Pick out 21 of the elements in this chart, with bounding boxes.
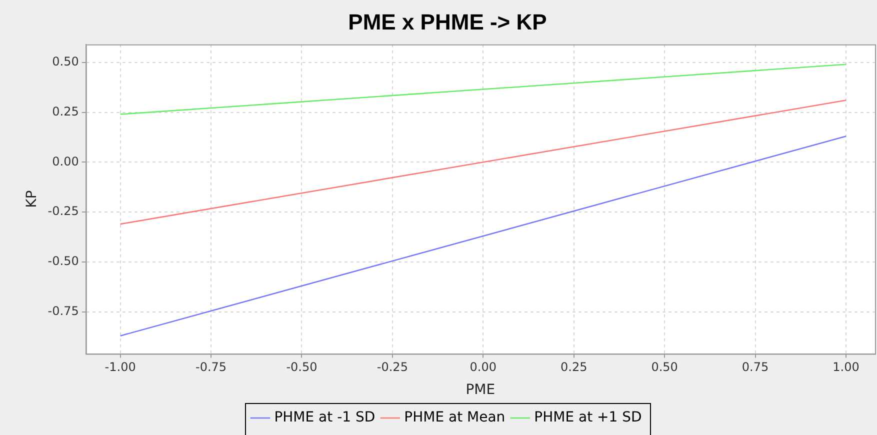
x-tick-label: 0.00	[470, 360, 497, 374]
y-tick-label: 0.00	[52, 154, 79, 168]
legend-label: PHME at Mean	[404, 410, 506, 426]
y-axis-title: KP	[24, 190, 40, 208]
x-tick-label: -0.75	[195, 360, 227, 374]
chart-title: PME x PHME -> KP	[348, 9, 547, 34]
x-tick-label: -0.25	[376, 360, 408, 374]
legend-label: PHME at -1 SD	[274, 410, 376, 426]
x-tick-label: -0.50	[286, 360, 318, 374]
x-axis-title: PME	[466, 382, 496, 398]
x-tick-label: 0.75	[742, 360, 769, 374]
y-tick-label: 0.50	[52, 54, 79, 68]
x-tick-label: 0.50	[651, 360, 678, 374]
y-tick-label: 0.25	[52, 104, 79, 118]
legend-label: PHME at +1 SD	[534, 410, 642, 426]
y-tick-label: -0.75	[48, 304, 79, 318]
y-tick-label: -0.25	[48, 204, 79, 218]
y-tick-label: -0.50	[48, 254, 79, 268]
x-tick-label: 0.25	[560, 360, 588, 374]
x-tick-label: 1.00	[832, 360, 860, 374]
x-tick-label: -1.00	[104, 360, 136, 374]
